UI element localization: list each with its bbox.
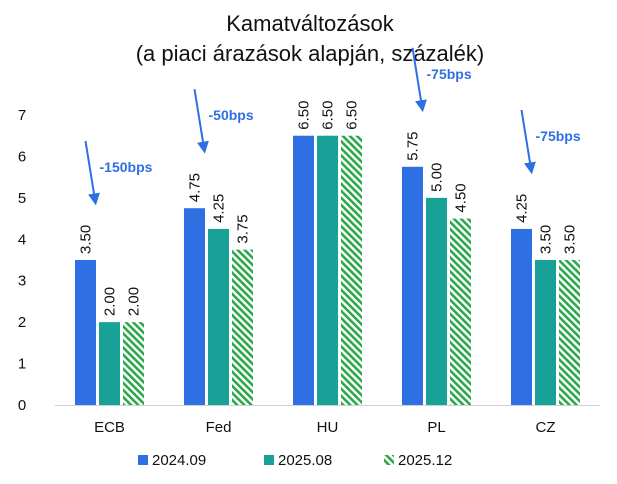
- annotations-group: -150bps -50bps -75bps -75bps: [84, 47, 581, 206]
- bar-pl-2025-08: [426, 197, 447, 405]
- bar-cz-2025-08: [535, 260, 556, 405]
- annotation-label: -75bps: [427, 66, 472, 82]
- bar-fed-2025-08: [208, 228, 229, 405]
- annotation-arrow: [520, 109, 536, 175]
- data-label: 2.00: [126, 287, 143, 316]
- annotation-arrow: [84, 140, 100, 206]
- x-tick-label: ECB: [94, 419, 125, 436]
- data-label: 4.75: [187, 173, 204, 202]
- data-label: 4.50: [453, 183, 470, 212]
- data-label: 4.25: [211, 194, 228, 223]
- legend-label: 2025.08: [278, 452, 332, 469]
- chart-subtitle: (a piaci árazások alapján, százalék): [136, 41, 485, 66]
- bar-pl-2025-12: [450, 218, 471, 405]
- x-tick-label: CZ: [536, 419, 556, 436]
- bar-hu-2025-12: [341, 135, 362, 405]
- annotation-label: -75bps: [536, 128, 581, 144]
- legend-label: 2024.09: [152, 452, 206, 469]
- legend-swatch: [384, 455, 394, 465]
- bars-group: [75, 135, 580, 405]
- bar-hu-2025-08: [317, 135, 338, 405]
- x-tick-label: HU: [317, 419, 339, 436]
- x-tick-label: Fed: [206, 419, 232, 436]
- data-label: 6.50: [296, 101, 313, 130]
- data-label: 6.50: [344, 101, 361, 130]
- legend-label: 2025.12: [398, 452, 452, 469]
- y-tick-label: 7: [18, 107, 26, 124]
- annotation-arrow: [193, 89, 209, 154]
- data-label: 3.50: [538, 225, 555, 254]
- data-label: 6.50: [320, 101, 337, 130]
- y-tick-label: 5: [18, 190, 26, 207]
- bar-pl-2024-09: [402, 166, 423, 405]
- bar-fed-2024-09: [184, 208, 205, 405]
- annotation-arrow: [411, 47, 427, 113]
- annotation-label: -150bps: [100, 159, 153, 175]
- chart-title: Kamatváltozások: [226, 11, 395, 36]
- y-axis: 0 1 2 3 4 5 6 7: [18, 107, 26, 414]
- value-labels-group: 3.50 2.00 2.00 4.75 4.25 3.75 6.50 6.50 6.50 5.75…: [78, 101, 579, 317]
- y-tick-label: 0: [18, 397, 26, 414]
- bar-ecb-2025-08: [99, 322, 120, 405]
- data-label: 3.75: [235, 214, 252, 243]
- x-axis: ECB Fed HU PL CZ: [55, 405, 600, 436]
- bar-cz-2025-12: [559, 260, 580, 405]
- legend-swatch: [264, 455, 274, 465]
- data-label: 5.00: [429, 163, 446, 192]
- bar-ecb-2024-09: [75, 260, 96, 405]
- data-label: 4.25: [514, 194, 531, 223]
- data-label: 3.50: [78, 225, 95, 254]
- y-tick-label: 1: [18, 356, 26, 373]
- data-label: 2.00: [102, 287, 119, 316]
- bar-fed-2025-12: [232, 249, 253, 405]
- legend: 2024.09 2025.08 2025.12: [138, 452, 452, 469]
- annotation-label: -50bps: [209, 107, 254, 123]
- legend-swatch: [138, 455, 148, 465]
- data-label: 3.50: [562, 225, 579, 254]
- y-tick-label: 2: [18, 314, 26, 331]
- y-tick-label: 3: [18, 273, 26, 290]
- y-tick-label: 4: [18, 231, 26, 248]
- bar-ecb-2025-12: [123, 322, 144, 405]
- y-tick-label: 6: [18, 148, 26, 165]
- x-tick-label: PL: [427, 419, 445, 436]
- bar-hu-2024-09: [293, 135, 314, 405]
- data-label: 5.75: [405, 132, 422, 161]
- bar-cz-2024-09: [511, 228, 532, 405]
